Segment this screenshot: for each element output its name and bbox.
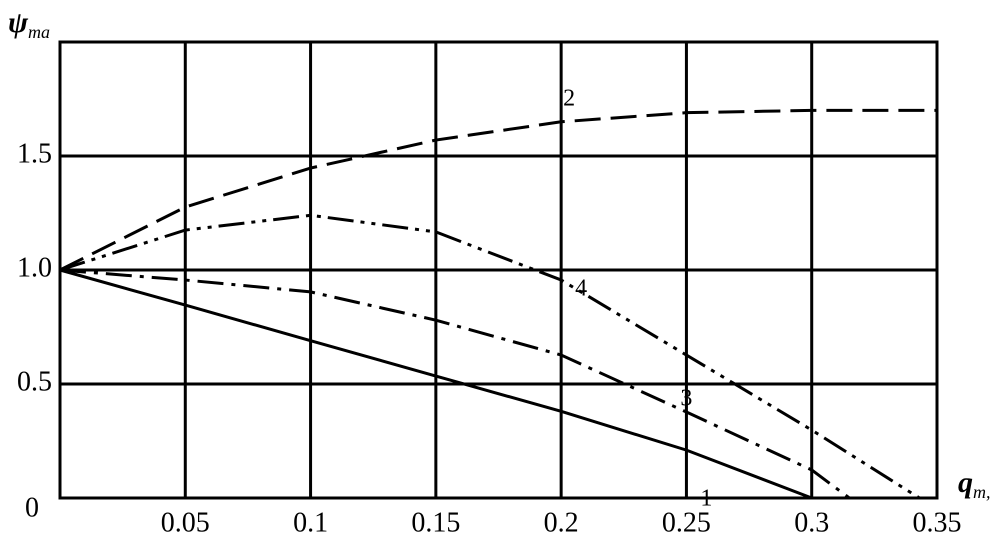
y-tick-label: 0 [25, 492, 39, 523]
x-tick-label: 0.2 [544, 507, 579, 538]
y-axis-label: ψma [8, 6, 50, 42]
x-label-sub: m, [973, 482, 991, 502]
x-axis-label: qm, [958, 466, 991, 502]
series-line [59, 213, 921, 500]
x-tick-label: 0.25 [662, 507, 711, 538]
curve-label: 4 [575, 276, 587, 302]
x-tick-label: 0.35 [913, 507, 962, 538]
x-label-main: q [958, 466, 973, 499]
curve-label: 2 [563, 85, 575, 111]
x-tick-label: 0.15 [411, 507, 460, 538]
curve-label: 1 [700, 486, 712, 512]
y-tick-label: 1.0 [17, 252, 52, 283]
x-tick-label: 0.05 [161, 507, 210, 538]
y-tick-label: 0.5 [17, 366, 52, 397]
series-line [59, 268, 851, 500]
series-line [59, 268, 813, 500]
series-line [59, 108, 937, 272]
x-tick-label: 0.3 [794, 507, 829, 538]
y-label-main: ψ [8, 6, 29, 39]
y-tick-label: 1.5 [17, 138, 52, 169]
curve-label: 3 [680, 386, 692, 412]
x-tick-label: 0.1 [293, 507, 328, 538]
y-label-sub: ma [28, 22, 50, 42]
